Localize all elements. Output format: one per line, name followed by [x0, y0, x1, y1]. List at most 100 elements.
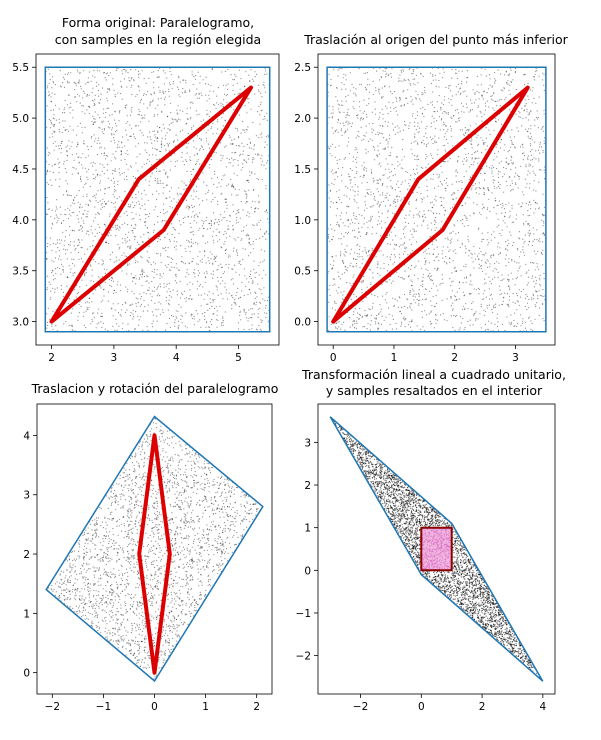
sample-point [352, 189, 354, 191]
sample-point [532, 293, 534, 295]
sample-point [62, 82, 64, 84]
sample-point [525, 263, 527, 265]
sample-point [248, 237, 251, 239]
sample-point [70, 195, 72, 197]
sample-point [141, 198, 143, 200]
sample-point [188, 298, 190, 300]
sample-point [217, 121, 219, 123]
sample-point [186, 272, 188, 274]
sample-point [426, 252, 428, 255]
sample-point [231, 185, 233, 187]
sample-point [216, 228, 218, 230]
sample-point [469, 177, 472, 179]
sample-point [489, 280, 491, 282]
sample-point [466, 77, 468, 79]
sample-point [140, 303, 143, 306]
sample-point [358, 68, 360, 70]
sample-point [457, 161, 459, 163]
sample-point [99, 226, 101, 228]
sample-point [341, 134, 343, 137]
sample-point [338, 224, 340, 226]
sample-point [405, 97, 407, 99]
sample-point [193, 216, 195, 218]
sample-point [495, 79, 497, 81]
sample-point [362, 250, 364, 252]
sample-point [532, 166, 534, 168]
sample-point [92, 173, 94, 175]
sample-point [227, 298, 229, 300]
sample-point [461, 70, 463, 72]
sample-point [204, 276, 206, 278]
sample-point [374, 321, 376, 323]
sample-point [358, 222, 360, 224]
sample-point [396, 196, 398, 198]
sample-point [130, 165, 132, 167]
sample-point [393, 305, 395, 307]
sample-point [74, 196, 76, 199]
sample-point [53, 261, 55, 263]
sample-point [542, 241, 544, 243]
sample-point [522, 159, 524, 161]
sample-point [504, 74, 506, 76]
sample-point [125, 175, 128, 177]
sample-point [149, 104, 151, 106]
sample-point [83, 92, 85, 94]
sample-point [84, 253, 86, 255]
sample-point [413, 141, 415, 143]
sample-point [127, 139, 129, 141]
sample-point [490, 95, 492, 98]
sample-point [435, 239, 437, 241]
sample-point [447, 128, 449, 130]
sample-point [124, 222, 126, 224]
sample-point [115, 291, 117, 293]
sample-point [121, 303, 124, 306]
sample-point [185, 297, 188, 299]
sample-point [415, 117, 417, 119]
sample-point [200, 326, 202, 328]
sample-point [53, 149, 55, 151]
sample-point [163, 248, 165, 250]
chart-2-plot: 0 1 2 30.00.51.01.52.02.5 [294, 53, 556, 364]
sample-point [345, 74, 347, 76]
sample-point [127, 224, 129, 226]
sample-point [492, 85, 494, 87]
sample-point [483, 143, 485, 145]
sample-point [141, 273, 144, 275]
sample-point [85, 216, 87, 218]
sample-point [196, 263, 198, 265]
sample-point [377, 131, 379, 133]
sample-point [189, 107, 192, 109]
sample-point [127, 264, 129, 266]
sample-point [339, 278, 341, 280]
sample-point [368, 123, 370, 125]
sample-point [453, 115, 455, 117]
sample-point [353, 229, 355, 231]
sample-point [242, 247, 244, 249]
sample-point [153, 209, 155, 211]
sample-point [497, 151, 499, 153]
sample-point [386, 270, 388, 272]
sample-point [383, 174, 385, 176]
sample-point [455, 170, 457, 172]
sample-point [371, 128, 373, 130]
sample-point [88, 112, 90, 115]
sample-point [265, 210, 268, 212]
sample-point [172, 207, 174, 209]
sample-point [395, 205, 397, 207]
sample-point [267, 218, 269, 220]
sample-point [476, 115, 478, 117]
sample-point [134, 329, 136, 331]
sample-point [396, 328, 398, 330]
sample-point [91, 318, 93, 321]
sample-point [236, 128, 238, 130]
sample-point [417, 155, 419, 157]
sample-point [474, 152, 476, 154]
sample-point [355, 320, 357, 322]
sample-point [116, 198, 118, 200]
sample-point [209, 163, 211, 166]
sample-point [224, 282, 226, 284]
sample-point [511, 189, 513, 191]
sample-point [106, 72, 109, 74]
sample-point [449, 85, 451, 87]
sample-point [207, 294, 209, 296]
